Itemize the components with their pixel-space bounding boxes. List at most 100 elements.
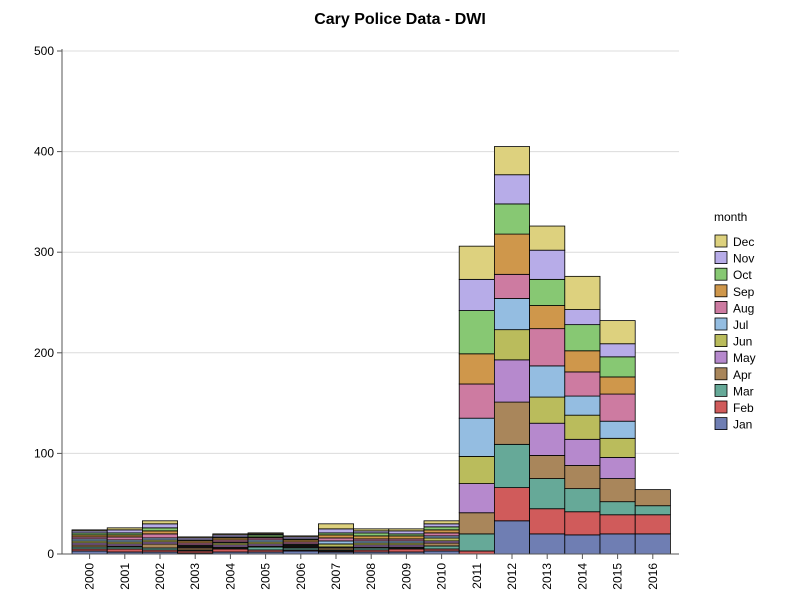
- bar-segment-2001-dec: [106, 527, 143, 531]
- x-tick-label: 2007: [329, 563, 343, 590]
- bar-segment-2008-sep: [353, 535, 390, 540]
- x-tick-label: 2010: [435, 563, 449, 590]
- legend-swatch-may: [714, 350, 728, 364]
- bar-segment-2009-feb: [388, 548, 425, 553]
- bar-segment-2012-aug: [493, 273, 530, 299]
- bar-segment-2015-jun: [599, 437, 636, 458]
- bar-stack-2001: [106, 527, 143, 555]
- bar-segment-2012-jun: [493, 329, 530, 361]
- bar-segment-2010-dec: [423, 520, 460, 525]
- bar-segment-2014-apr: [564, 465, 601, 490]
- legend-label-mar: Mar: [733, 384, 754, 398]
- axes: 0 100 200 300 400 500 2000 2001 2002 2003 2004 2005…: [34, 44, 679, 590]
- bar-segment-2011-dec: [458, 245, 495, 280]
- bar-segment-2016-feb: [634, 514, 671, 535]
- bar-stack-2000: [71, 529, 108, 555]
- legend-label-oct: Oct: [733, 268, 752, 282]
- bar-segment-2012-sep: [493, 233, 530, 275]
- legend-swatch-dec: [714, 234, 728, 248]
- bar-segment-2015-jan: [599, 533, 636, 555]
- bar-segment-2015-apr: [599, 478, 636, 503]
- bar-segment-2013-mar: [529, 478, 566, 510]
- x-tick-label: 2016: [646, 563, 660, 590]
- bar-segment-2013-jul: [529, 365, 566, 398]
- x-tick-label: 2014: [575, 563, 589, 590]
- y-tick-label: 400: [34, 145, 54, 159]
- bar-segment-2012-jan: [493, 520, 530, 555]
- bar-segment-2001-feb: [106, 548, 143, 553]
- bar-segment-2016-apr: [634, 489, 671, 507]
- legend: month Dec Nov Oct Sep Aug Jul Jun May Apr Mar Feb J…: [714, 210, 756, 432]
- bar-segment-2007-jul: [317, 540, 354, 545]
- legend-swatch-jun: [714, 334, 728, 348]
- bar-segment-2012-oct: [493, 203, 530, 235]
- bar-segment-2014-jan: [564, 534, 601, 555]
- bar-segment-2010-nov: [423, 523, 460, 528]
- bar-segment-2012-nov: [493, 174, 530, 205]
- x-tick-label: 2011: [470, 563, 484, 589]
- legend-swatch-sep: [714, 284, 728, 298]
- x-tick-label: 2000: [83, 563, 97, 590]
- bar-segment-2011-jul: [458, 417, 495, 457]
- bar-segment-2015-may: [599, 457, 636, 479]
- bar-segment-2010-mar: [423, 545, 460, 550]
- bar-segment-2009-sep: [388, 535, 425, 540]
- bar-segment-2002-dec: [141, 520, 178, 525]
- legend-swatch-jul: [714, 317, 728, 331]
- legend-label-apr: Apr: [733, 368, 752, 382]
- bar-segment-2015-dec: [599, 320, 636, 345]
- bar-stack-2015: [599, 320, 636, 555]
- bar-segment-2010-sep: [423, 529, 460, 534]
- bar-segment-2011-sep: [458, 353, 495, 385]
- bar-segment-2002-aug: [141, 533, 178, 539]
- bar-stack-2005: [247, 532, 284, 555]
- bar-stack-2009: [388, 528, 425, 555]
- bar-segment-2014-nov: [564, 309, 601, 326]
- bar-stack-2004: [212, 533, 249, 555]
- bar-stack-2011: [458, 245, 495, 555]
- y-tick-label: 200: [34, 346, 54, 360]
- bar-segment-2007-nov: [317, 528, 354, 534]
- bar-segment-2002-oct: [141, 527, 178, 532]
- legend-label-jun: Jun: [733, 335, 752, 349]
- bar-stack-2012: [493, 146, 530, 555]
- bar-segment-2013-sep: [529, 305, 566, 330]
- bar-segment-2005-mar: [247, 546, 284, 551]
- x-tick-label: 2008: [364, 563, 378, 590]
- bar-segment-2011-nov: [458, 278, 495, 311]
- bar-segment-2014-feb: [564, 511, 601, 536]
- bar-segment-2015-jul: [599, 420, 636, 439]
- legend-label-jul: Jul: [733, 318, 748, 332]
- bar-segment-2010-oct: [423, 526, 460, 531]
- chart-title: Cary Police Data - DWI: [314, 11, 486, 28]
- legend-swatch-feb: [714, 400, 728, 414]
- bar-segment-2014-mar: [564, 488, 601, 513]
- bar-segment-2002-sep: [141, 530, 178, 535]
- bar-segment-2014-jun: [564, 414, 601, 440]
- bar-stack-2013: [529, 225, 566, 555]
- x-tick-label: 2003: [188, 563, 202, 590]
- bar-segment-2013-apr: [529, 455, 566, 479]
- bar-stack-2014: [564, 275, 601, 555]
- legend-label-feb: Feb: [733, 401, 754, 415]
- bar-segment-2009-dec: [388, 528, 425, 532]
- bar-stack-2006: [282, 535, 319, 555]
- bar-stack-2007: [317, 523, 354, 555]
- bar-segment-2013-jun: [529, 396, 566, 424]
- bar-segment-2012-may: [493, 359, 530, 403]
- bar-segment-2002-apr: [141, 543, 178, 549]
- bar-segment-2006-dec: [282, 535, 319, 538]
- bar-segment-2015-aug: [599, 393, 636, 422]
- legend-swatch-oct: [714, 267, 728, 281]
- bar-segment-2014-dec: [564, 275, 601, 310]
- bar-segment-2012-mar: [493, 443, 530, 489]
- legend-swatch-aug: [714, 300, 728, 314]
- bar-segment-2012-feb: [493, 487, 530, 522]
- x-tick-label: 2015: [611, 563, 625, 590]
- bar-segment-2012-apr: [493, 401, 530, 445]
- bar-segment-2016-jan: [634, 533, 671, 555]
- legend-label-may: May: [733, 351, 756, 365]
- bar-segment-2000-dec: [71, 529, 108, 532]
- bar-segment-2014-oct: [564, 324, 601, 352]
